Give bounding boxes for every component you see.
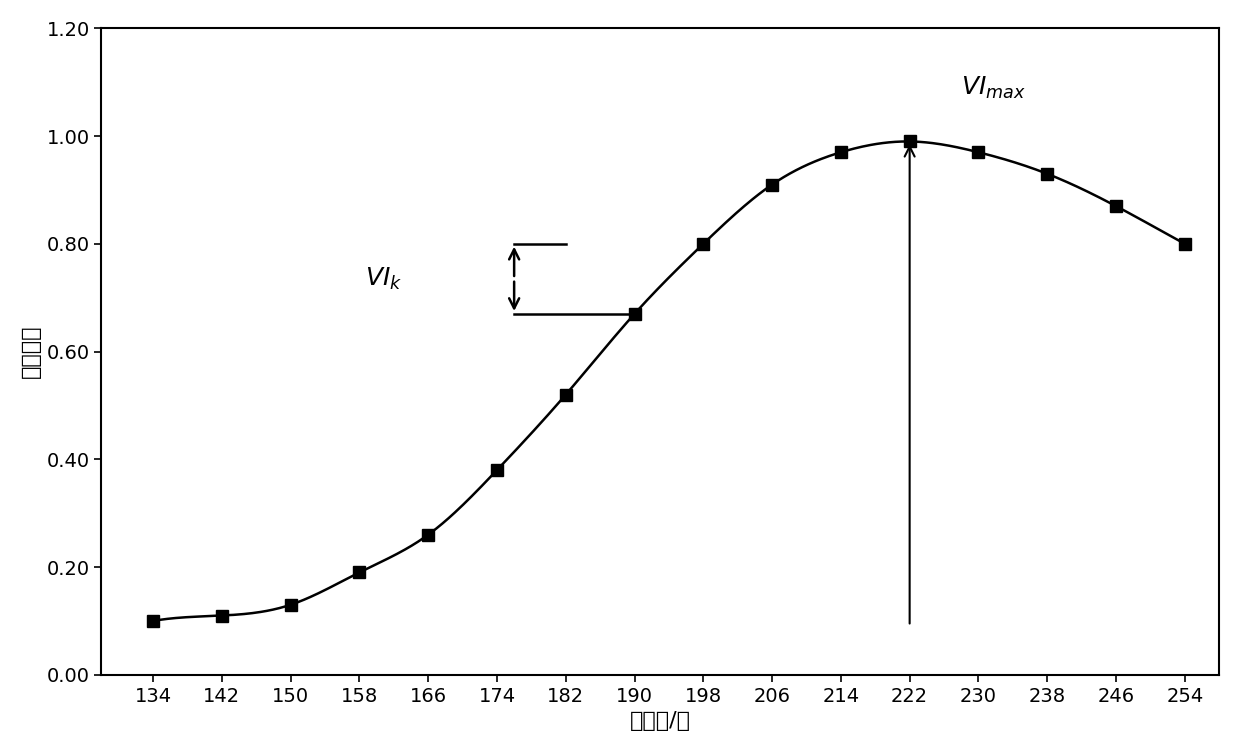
X-axis label: 年积日/天: 年积日/天 bbox=[630, 711, 691, 731]
Y-axis label: 植被指数: 植被指数 bbox=[21, 325, 41, 378]
Text: $\mathit{VI}_k$: $\mathit{VI}_k$ bbox=[366, 265, 402, 292]
Text: $\mathit{VI}_{max}$: $\mathit{VI}_{max}$ bbox=[961, 74, 1025, 101]
